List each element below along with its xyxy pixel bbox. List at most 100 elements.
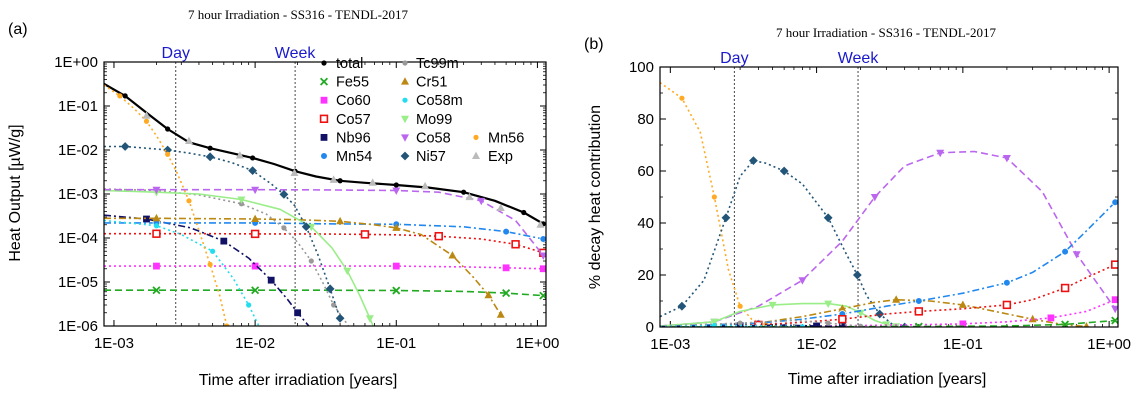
- data-point-co57: [1060, 283, 1070, 293]
- data-point-co57: [250, 229, 260, 239]
- series-tc99m: [660, 319, 864, 327]
- series-mn56: [104, 84, 230, 326]
- data-point-ni57: [852, 270, 862, 280]
- data-point-total: [337, 178, 343, 184]
- data-point-co57: [1110, 260, 1118, 269]
- data-point-tc99m: [825, 320, 831, 326]
- data-point-tc99m: [737, 320, 743, 326]
- x-tick-label: 1E-01: [943, 336, 983, 353]
- data-point-ni57: [325, 284, 335, 294]
- data-point-co58m: [711, 322, 717, 327]
- x-tick-label: 1E-02: [235, 335, 275, 352]
- series-line-mn54: [104, 222, 544, 240]
- data-point-co60: [153, 262, 160, 270]
- data-point-cr51: [838, 304, 847, 312]
- data-point-co58: [1111, 305, 1118, 314]
- data-point-co57: [360, 230, 370, 239]
- legend-marker-mn54: [320, 152, 328, 160]
- data-point-exp: [536, 220, 545, 228]
- data-point-mo99: [237, 196, 246, 204]
- data-point-total: [521, 209, 527, 216]
- data-point-ni57: [301, 222, 311, 232]
- legend-label-co58m: Co58m: [416, 93, 463, 109]
- data-point-mn56: [737, 303, 743, 309]
- data-point-ni57: [779, 166, 789, 176]
- series-line-co57: [104, 232, 544, 254]
- data-point-total: [393, 182, 399, 188]
- data-point-nb96: [143, 215, 150, 223]
- series-co60: [104, 262, 546, 273]
- legend-marker-co60: [320, 96, 328, 104]
- legend-label-nb96: Nb96: [336, 130, 371, 146]
- data-point-cr51: [496, 310, 505, 318]
- data-point-ni57: [823, 213, 833, 223]
- data-point-cr51: [448, 251, 457, 259]
- legend-marker-total: [321, 60, 327, 66]
- legend-marker-co58: [401, 134, 409, 142]
- data-point-ni57: [205, 152, 215, 162]
- data-point-co58m: [246, 302, 252, 308]
- day-marker-label: Day: [720, 50, 748, 67]
- data-point-mo99: [710, 318, 719, 327]
- data-point-exp: [329, 175, 338, 183]
- data-point-co60: [251, 262, 259, 270]
- data-point-cr51: [392, 223, 401, 231]
- series-co57: [660, 260, 1118, 327]
- x-tick-label: 1E-03: [650, 336, 690, 353]
- data-point-co57: [914, 307, 924, 316]
- y-tick-label: 40: [637, 215, 654, 232]
- data-point-co60: [502, 264, 510, 272]
- data-point-exp: [235, 151, 244, 159]
- x-tick-label: 1E-03: [94, 335, 134, 352]
- y-tick-label: 1E+00: [54, 54, 98, 71]
- data-point-fe55: [251, 286, 260, 295]
- data-point-cr51: [892, 295, 901, 303]
- x-tick-label: 1E-02: [797, 336, 837, 353]
- data-point-co57: [838, 314, 847, 324]
- legend-marker-mo99: [401, 115, 409, 124]
- panel-b-label: (b): [584, 36, 604, 53]
- x-tick-label: 1E+00: [516, 335, 560, 352]
- data-point-ni57: [279, 189, 289, 199]
- series-tc99m: [104, 187, 350, 326]
- series-line-tc99m: [104, 188, 350, 326]
- series-line-co58m: [660, 324, 803, 327]
- series-line-co58: [660, 150, 1116, 327]
- data-point-co58: [870, 194, 879, 202]
- data-point-mn56: [207, 261, 213, 268]
- data-point-mn54: [502, 227, 510, 236]
- y-tick-label: 1E-03: [58, 186, 98, 203]
- data-point-nb96: [813, 322, 820, 327]
- series-line-co60: [104, 265, 544, 270]
- legend-label-co60: Co60: [336, 93, 371, 109]
- data-point-mn56: [143, 118, 150, 124]
- data-point-mn54: [1061, 247, 1069, 256]
- series-line-mn56: [104, 84, 228, 326]
- data-point-co58m: [258, 328, 263, 333]
- legend-marker-tc99m: [402, 60, 408, 66]
- panel-b-series: [660, 81, 1118, 327]
- data-point-tc99m: [331, 302, 337, 308]
- data-point-co58: [152, 186, 161, 195]
- data-point-co60: [539, 265, 546, 273]
- series-line-mn54: [660, 201, 1116, 327]
- data-point-ni57: [163, 145, 173, 155]
- panel-a-y-axis-label: Heat Output [µW/g]: [7, 124, 24, 261]
- data-point-ni57: [248, 166, 258, 176]
- data-point-co57: [1002, 300, 1012, 310]
- y-tick-label: 1E-02: [58, 142, 98, 159]
- data-point-co60: [392, 262, 400, 270]
- series-line-fe55: [104, 289, 544, 297]
- legend-marker-co58m: [402, 97, 408, 103]
- y-tick-label: 1E-06: [58, 318, 98, 335]
- data-point-tc99m: [281, 225, 287, 231]
- data-point-mn54: [1003, 278, 1011, 287]
- series-mn56: [660, 81, 787, 327]
- data-point-total: [165, 126, 171, 132]
- series-cr51: [104, 213, 505, 318]
- legend-marker-co57: [319, 114, 329, 124]
- panel-a-reference-lines: Day Week: [162, 45, 316, 326]
- week-marker-label: Week: [838, 50, 880, 67]
- panel-a-x-axis-label: Time after irradiation [years]: [199, 372, 398, 389]
